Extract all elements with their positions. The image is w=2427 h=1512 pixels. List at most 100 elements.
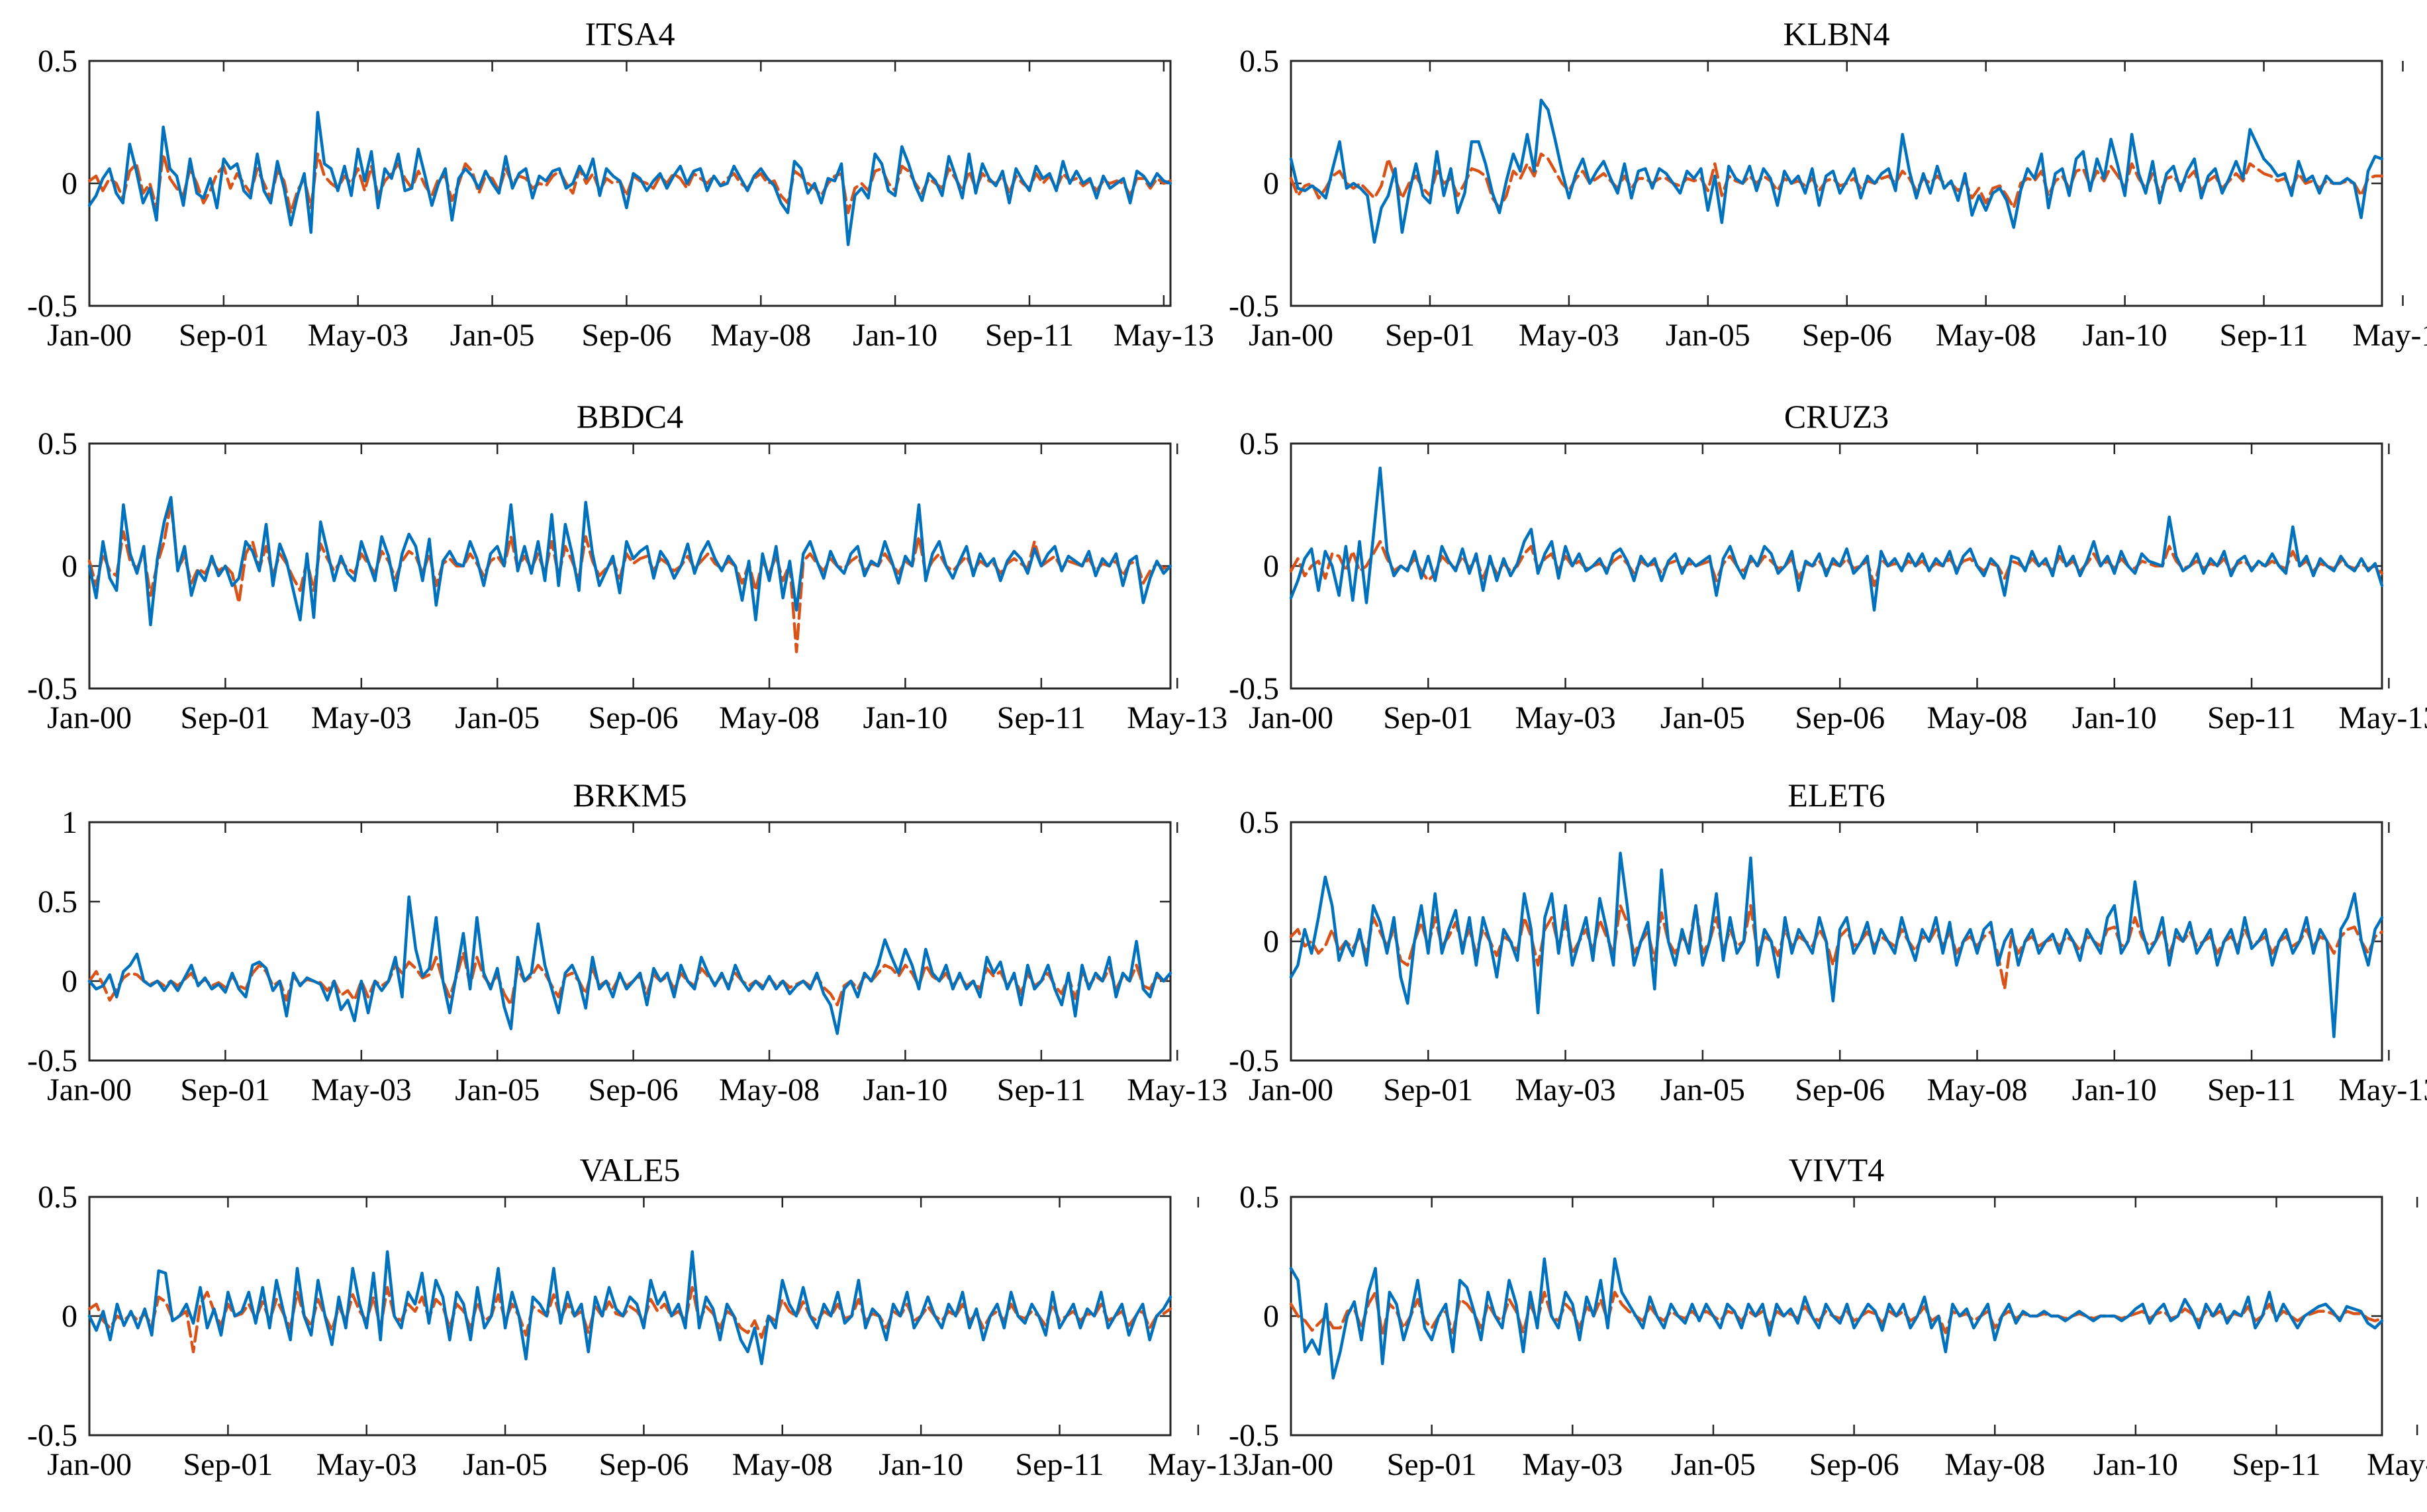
x-tick-label: May-03: [1522, 1447, 1623, 1482]
x-tick-label: Sep-11: [997, 700, 1086, 735]
x-tick-label: May-08: [1944, 1447, 2045, 1482]
x-tick-label: Jan-00: [1249, 318, 1333, 353]
x-tick-label: Jan-10: [879, 1447, 963, 1482]
x-tick-label: Sep-06: [581, 318, 671, 353]
x-tick-label: May-08: [719, 1072, 820, 1108]
x-tick-label: Sep-06: [1802, 318, 1892, 353]
x-tick-label: May-13: [2338, 1072, 2427, 1108]
x-tick-label: Jan-05: [450, 318, 535, 353]
y-tick-label: -0.5: [27, 671, 77, 706]
x-tick-label: Jan-00: [47, 1072, 132, 1108]
subplot-brkm5: BRKM5 -0.5 0 0.5 1 Jan-00 Sep-01 May-03 Jan-05 Se…: [27, 777, 1227, 1108]
x-tick-label: May-13: [2353, 318, 2427, 353]
x-tick-label: Sep-01: [180, 1072, 270, 1108]
x-tick-label: Jan-10: [853, 318, 937, 353]
y-tick-label: 1: [62, 805, 77, 840]
subplot-vivt4: VIVT4 -0.5 0 0.5 Jan-00 Sep-01 May-03 Jan-05 Sep…: [1229, 1151, 2427, 1482]
x-tick-label: May-03: [311, 1072, 412, 1108]
x-tick-label: May-13: [1127, 700, 1227, 735]
x-tick-label: May-13: [2338, 700, 2427, 735]
x-tick-label: Sep-06: [598, 1447, 689, 1482]
x-tick-label: Jan-05: [1666, 318, 1750, 353]
x-tick-label: Jan-10: [863, 700, 947, 735]
axes-box: [1290, 821, 2383, 1062]
x-tick-label: Sep-01: [179, 318, 269, 353]
subplot-cruz3: CRUZ3 -0.5 0 0.5 Jan-00 Sep-01 May-03 Jan-05 Sep…: [1229, 398, 2427, 735]
axes-box: [88, 442, 1172, 690]
x-tick-label: Jan-00: [1249, 1072, 1333, 1108]
panel-title: ELET6: [1787, 777, 1885, 814]
subplot-vale5: VALE5 -0.5 0 0.5 Jan-00 Sep-01 May-03 Jan-05 Sep…: [27, 1151, 1249, 1482]
subplot-itsa4: ITSA4 -0.5 0 0.5 Jan-00 Sep-01 May-03 Jan-05 Sep…: [27, 15, 1214, 353]
y-tick-label: -0.5: [1229, 671, 1279, 706]
x-tick-label: Sep-01: [180, 700, 270, 735]
y-tick-label: 0: [62, 166, 77, 201]
x-tick-label: Jan-05: [1660, 700, 1745, 735]
x-tick-label: May-13: [1114, 318, 1214, 353]
panel-title: VALE5: [580, 1151, 681, 1188]
x-tick-label: Sep-11: [2207, 1072, 2296, 1108]
x-tick-label: Jan-10: [2072, 1072, 2157, 1108]
y-tick-label: 0: [1263, 1299, 1279, 1334]
x-tick-label: Sep-06: [1795, 700, 1885, 735]
x-tick-label: Jan-05: [455, 700, 540, 735]
x-tick-label: Jan-00: [47, 700, 132, 735]
y-tick-label: 0: [62, 549, 77, 584]
x-tick-label: May-08: [719, 700, 820, 735]
x-tick-label: Jan-10: [2093, 1447, 2178, 1482]
x-tick-label: May-03: [1515, 700, 1616, 735]
y-tick-label: 0.5: [1239, 1180, 1279, 1215]
series-1-line: [87, 895, 1172, 1035]
x-tick-label: Sep-11: [997, 1072, 1086, 1108]
x-tick-label: Sep-01: [183, 1447, 273, 1482]
x-tick-label: May-03: [316, 1447, 417, 1482]
x-tick-label: May-03: [308, 318, 408, 353]
x-tick-label: Sep-11: [1015, 1447, 1104, 1482]
x-tick-label: Jan-05: [455, 1072, 540, 1108]
x-tick-label: Sep-11: [2232, 1447, 2320, 1482]
y-tick-label: -0.5: [1229, 1043, 1279, 1078]
x-tick-label: Jan-00: [1249, 700, 1333, 735]
series-1-line: [1289, 98, 2384, 244]
x-tick-label: Sep-01: [1385, 318, 1475, 353]
series-2-line: [1289, 540, 2384, 587]
y-tick-label: -0.5: [27, 289, 77, 324]
x-tick-label: Sep-11: [985, 318, 1074, 353]
x-tick-label: Sep-06: [589, 1072, 679, 1108]
y-tick-label: 0: [62, 1299, 77, 1334]
subplot-klbn4: KLBN4 -0.5 0 0.5 Jan-00 Sep-01 May-03 Jan-05 Sep…: [1229, 15, 2427, 353]
x-tick-label: May-03: [1515, 1072, 1616, 1108]
panel-title: CRUZ3: [1784, 398, 1889, 435]
x-tick-label: May-13: [2367, 1447, 2427, 1482]
panel-title: ITSA4: [585, 15, 675, 52]
y-tick-label: 0.5: [38, 1180, 77, 1215]
axes-box: [88, 821, 1172, 1062]
x-tick-label: Sep-01: [1383, 1072, 1473, 1108]
y-tick-label: 0.5: [38, 884, 77, 920]
x-tick-label: Jan-05: [463, 1447, 547, 1482]
axes-box: [88, 1196, 1172, 1437]
x-tick-label: Sep-11: [2219, 318, 2308, 353]
x-tick-label: Jan-05: [1671, 1447, 1756, 1482]
x-tick-label: May-03: [311, 700, 412, 735]
panel-title: BBDC4: [577, 398, 683, 435]
x-tick-label: Jan-00: [47, 318, 132, 353]
x-tick-label: May-13: [1148, 1447, 1249, 1482]
panel-title: KLBN4: [1783, 15, 1889, 52]
series-1-line: [1289, 466, 2384, 612]
x-tick-label: Jan-00: [47, 1447, 132, 1482]
panel-title: VIVT4: [1789, 1151, 1884, 1188]
x-tick-label: Sep-06: [1809, 1447, 1899, 1482]
x-tick-label: Jan-05: [1660, 1072, 1745, 1108]
x-tick-label: May-03: [1519, 318, 1619, 353]
y-tick-label: 0: [62, 964, 77, 999]
x-tick-label: Sep-06: [589, 700, 679, 735]
subplot-bbdc4: BBDC4 -0.5 0 0.5 Jan-00 Sep-01 May-03 Jan-05 Sep…: [27, 398, 1227, 735]
x-tick-label: Jan-00: [1249, 1447, 1333, 1482]
x-tick-label: Sep-01: [1387, 1447, 1477, 1482]
x-tick-label: Jan-10: [2072, 700, 2157, 735]
y-tick-label: 0: [1263, 549, 1279, 584]
x-tick-label: Sep-06: [1795, 1072, 1885, 1108]
panels-group: ITSA4 -0.5 0 0.5 Jan-00 Sep-01 May-03 Jan-05 Sep…: [27, 15, 2427, 1482]
